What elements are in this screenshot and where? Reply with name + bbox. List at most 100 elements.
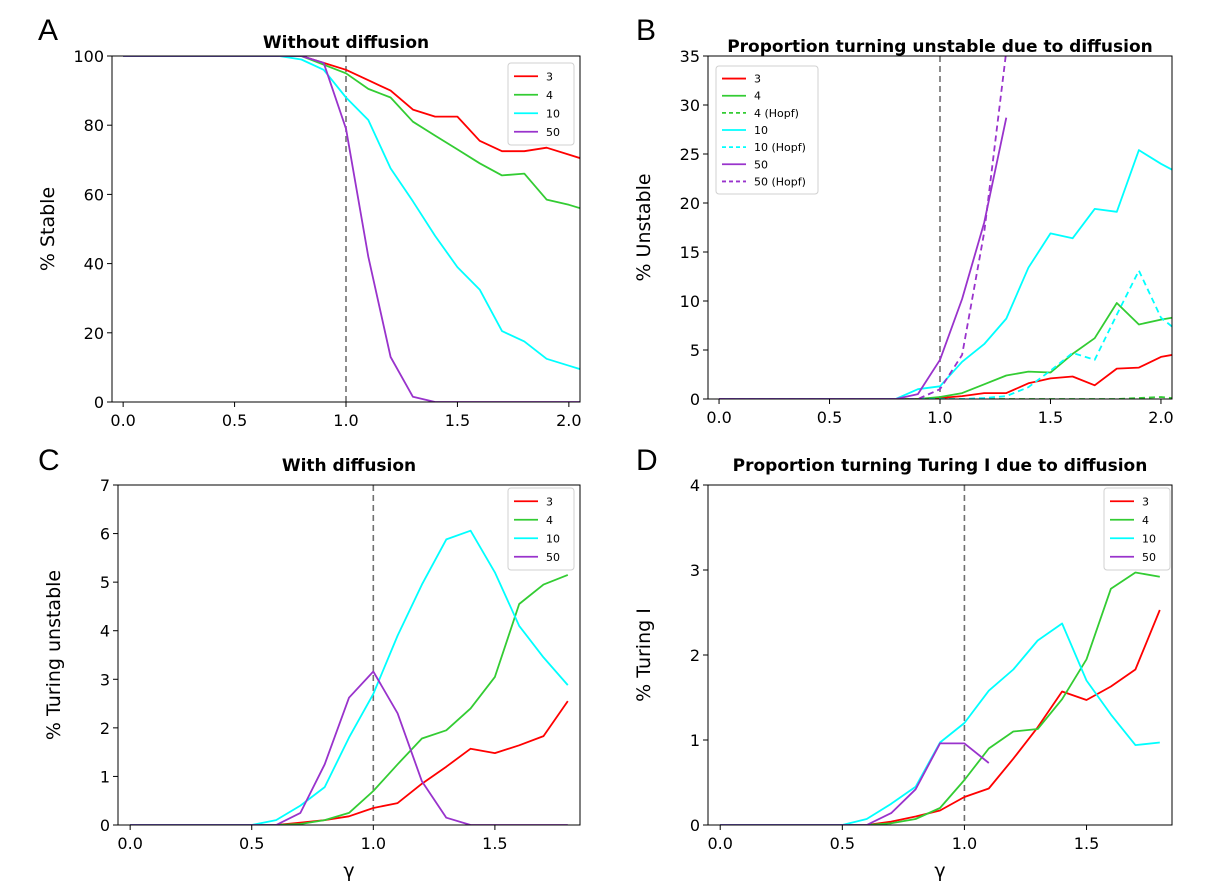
y-axis-label: % Turing unstable bbox=[43, 570, 65, 740]
series-line-50 bbox=[130, 670, 568, 825]
legend-label: 3 bbox=[546, 495, 553, 508]
x-tick-label: 0.0 bbox=[707, 834, 732, 853]
y-tick-label: 35 bbox=[680, 47, 700, 66]
x-axis-label: γ bbox=[343, 860, 354, 882]
series-line-3 bbox=[130, 700, 569, 825]
x-tick-label: 0.0 bbox=[117, 834, 142, 853]
y-tick-label: 100 bbox=[73, 47, 104, 66]
y-tick-label: 4 bbox=[100, 622, 110, 641]
panel-letter: C bbox=[38, 444, 60, 477]
legend-label: 10 bbox=[754, 124, 768, 137]
series-line-4 bbox=[123, 56, 580, 210]
x-tick-label: 0.5 bbox=[239, 834, 264, 853]
chart-title: Without diffusion bbox=[263, 33, 429, 53]
legend-label: 4 (Hopf) bbox=[754, 107, 799, 120]
y-tick-label: 20 bbox=[680, 194, 700, 213]
legend-label: 50 bbox=[1142, 551, 1156, 564]
series-line-3 bbox=[719, 354, 1172, 399]
y-tick-label: 4 bbox=[690, 476, 700, 495]
legend-box bbox=[507, 62, 575, 146]
legend-label: 50 bbox=[546, 551, 560, 564]
chart-title: With diffusion bbox=[282, 456, 416, 476]
x-axis-label: γ bbox=[934, 860, 945, 882]
x-tick-label: 2.0 bbox=[1148, 408, 1173, 427]
legend-label: 50 (Hopf) bbox=[754, 175, 806, 188]
series-line-50 bbox=[720, 742, 990, 825]
panel-d: D Proportion turning Turing I due to diff… bbox=[633, 444, 1173, 882]
y-tick-label: 0 bbox=[100, 816, 110, 835]
x-tick-label: 0.5 bbox=[222, 411, 247, 430]
series-line-3 bbox=[720, 609, 1161, 825]
series-line-4 bbox=[719, 302, 1172, 399]
x-tick-label: 1.0 bbox=[361, 834, 386, 853]
y-tick-label: 10 bbox=[680, 292, 700, 311]
y-tick-label: 3 bbox=[690, 561, 700, 580]
panel-c: C With diffusion 0.0 0.5 1.0 1.5 0 1 2 3 4 5 6 7 % Tur… bbox=[38, 444, 581, 882]
x-tick-label: 1.5 bbox=[1074, 834, 1099, 853]
legend: 3 4 10 50 bbox=[1103, 487, 1171, 571]
y-tick-label: 1 bbox=[690, 731, 700, 750]
panel-letter: B bbox=[636, 14, 656, 47]
legend-label: 10 bbox=[546, 532, 560, 545]
plot-frame bbox=[111, 55, 581, 403]
y-tick-label: 7 bbox=[100, 476, 110, 495]
x-tick-label: 1.0 bbox=[952, 834, 977, 853]
plot-frame bbox=[117, 484, 581, 826]
x-tick-label: 0.0 bbox=[110, 411, 135, 430]
y-tick-label: 2 bbox=[690, 646, 700, 665]
series-line-10-hopf- bbox=[719, 269, 1172, 399]
x-tick-label: 0.5 bbox=[817, 408, 842, 427]
series-line-3 bbox=[123, 56, 580, 159]
series-line-50 bbox=[123, 56, 580, 402]
series-line-4 bbox=[720, 571, 1160, 825]
legend-label: 10 bbox=[546, 107, 560, 120]
x-tick-label: 1.5 bbox=[1038, 408, 1063, 427]
plot-frame bbox=[707, 484, 1173, 826]
legend-label: 4 bbox=[1142, 514, 1149, 527]
y-tick-label: 20 bbox=[84, 324, 104, 343]
legend-box bbox=[715, 65, 819, 195]
y-tick-label: 15 bbox=[680, 243, 700, 262]
x-tick-label: 0.0 bbox=[706, 408, 731, 427]
y-axis-label: % Turing I bbox=[633, 608, 655, 702]
panel-a: A Without diffusion 0.0 0.5 1.0 1.5 2.0 0 20 40 60… bbox=[37, 14, 582, 430]
x-tick-label: 1.0 bbox=[927, 408, 952, 427]
legend-label: 10 (Hopf) bbox=[754, 141, 806, 154]
y-tick-label: 6 bbox=[100, 525, 110, 544]
legend-label: 50 bbox=[546, 126, 560, 139]
legend-label: 3 bbox=[754, 73, 761, 86]
series-group bbox=[123, 56, 580, 402]
legend-label: 4 bbox=[546, 514, 553, 527]
y-tick-label: 0 bbox=[94, 393, 104, 412]
y-tick-label: 40 bbox=[84, 255, 104, 274]
series-line-4 bbox=[130, 574, 569, 825]
y-tick-label: 2 bbox=[100, 719, 110, 738]
y-tick-label: 1 bbox=[100, 767, 110, 786]
x-tick-label: 1.0 bbox=[333, 411, 358, 430]
legend-label: 50 bbox=[754, 158, 768, 171]
series-line-10 bbox=[719, 149, 1172, 399]
legend-box bbox=[1103, 487, 1171, 571]
y-tick-label: 25 bbox=[680, 145, 700, 164]
panel-letter: D bbox=[636, 444, 658, 477]
chart-title: Proportion turning unstable due to diffu… bbox=[727, 37, 1153, 57]
x-tick-label: 2.0 bbox=[556, 411, 581, 430]
legend: 3 4 4 (Hopf) 10 10 (Hopf) 50 50 (Hopf) bbox=[715, 65, 819, 195]
legend: 3 4 10 50 bbox=[507, 62, 575, 146]
series-line-10 bbox=[130, 529, 569, 825]
series-group bbox=[130, 529, 569, 825]
series-line-10 bbox=[123, 56, 580, 370]
legend-label: 3 bbox=[1142, 495, 1149, 508]
y-tick-label: 5 bbox=[690, 341, 700, 360]
chart-title: Proportion turning Turing I due to diffu… bbox=[733, 456, 1148, 476]
panel-letter: A bbox=[38, 14, 58, 47]
x-tick-label: 1.5 bbox=[445, 411, 470, 430]
y-axis-label: % Unstable bbox=[633, 173, 655, 281]
legend-box bbox=[507, 487, 575, 571]
plot-frame bbox=[707, 55, 1173, 400]
legend-label: 4 bbox=[546, 89, 553, 102]
x-tick-label: 0.5 bbox=[830, 834, 855, 853]
x-tick-label: 1.5 bbox=[482, 834, 507, 853]
y-axis-label: % Stable bbox=[37, 187, 59, 271]
legend-label: 3 bbox=[546, 70, 553, 83]
